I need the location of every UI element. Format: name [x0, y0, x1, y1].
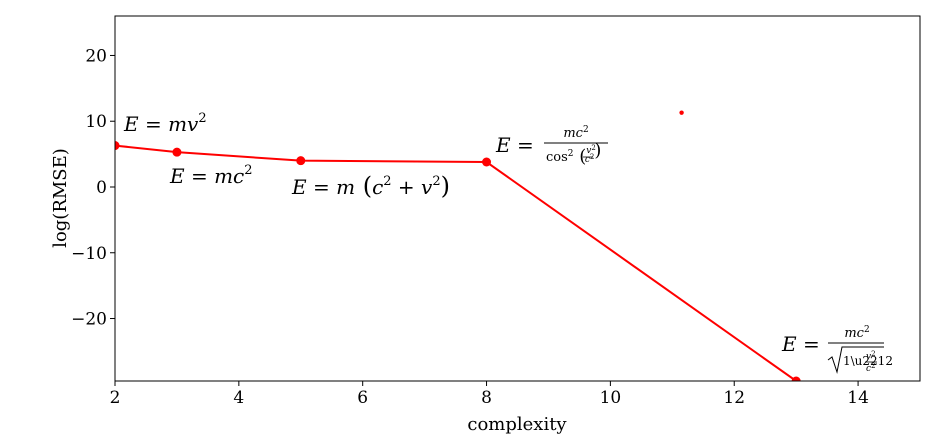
svg-text:v2: v2: [866, 350, 876, 362]
data-point: [482, 157, 492, 167]
data-point: [296, 156, 306, 166]
x-tick-label: 12: [723, 388, 745, 408]
outlier-point: [679, 110, 684, 115]
svg-text:c2: c2: [866, 362, 876, 374]
data-point: [115, 141, 120, 151]
annotation-2: E = mc2: [169, 163, 253, 188]
y-tick-label: −10: [71, 244, 107, 264]
y-tick-label: 0: [96, 178, 107, 198]
annotation-1: E = mv2: [123, 111, 207, 136]
data-point: [791, 376, 801, 381]
svg-text:mc2: mc2: [844, 325, 869, 341]
annotation-4: E = mc2 cos2 (v2 c2): [495, 125, 608, 167]
svg-text:E = mv2: E = mv2: [123, 111, 207, 136]
x-axis-label: complexity: [467, 414, 567, 435]
x-tick-label: 4: [233, 388, 244, 408]
annotation-3: E = m (c2 + v2): [291, 172, 450, 200]
svg-text:1\u2212: 1\u2212: [843, 354, 893, 368]
y-axis: 20 10 0 −10 −20: [71, 46, 115, 330]
x-tick-label: 6: [357, 388, 368, 408]
svg-text:E =: E =: [495, 133, 534, 157]
y-tick-label: 10: [85, 112, 107, 132]
x-axis: 2 4 6 8 10 12 14: [110, 381, 869, 408]
y-tick-label: −20: [71, 310, 107, 330]
x-tick-label: 8: [481, 388, 492, 408]
x-tick-label: 2: [110, 388, 121, 408]
data-point: [172, 147, 182, 157]
plot-marks: [115, 110, 801, 381]
svg-text:E =: E =: [781, 332, 820, 356]
x-tick-label: 10: [600, 388, 622, 408]
svg-text:E = m (c2 + v2): E = m (c2 + v2): [291, 172, 450, 200]
plot-frame: [114, 15, 921, 382]
svg-text:E = mc2: E = mc2: [169, 163, 253, 188]
y-axis-label: log(RMSE): [50, 148, 71, 248]
annotation-5: E = mc2 1\u2212 v2 c2: [781, 325, 893, 374]
x-tick-label: 14: [847, 388, 869, 408]
svg-text:mc2: mc2: [563, 125, 588, 141]
y-tick-label: 20: [85, 46, 107, 66]
